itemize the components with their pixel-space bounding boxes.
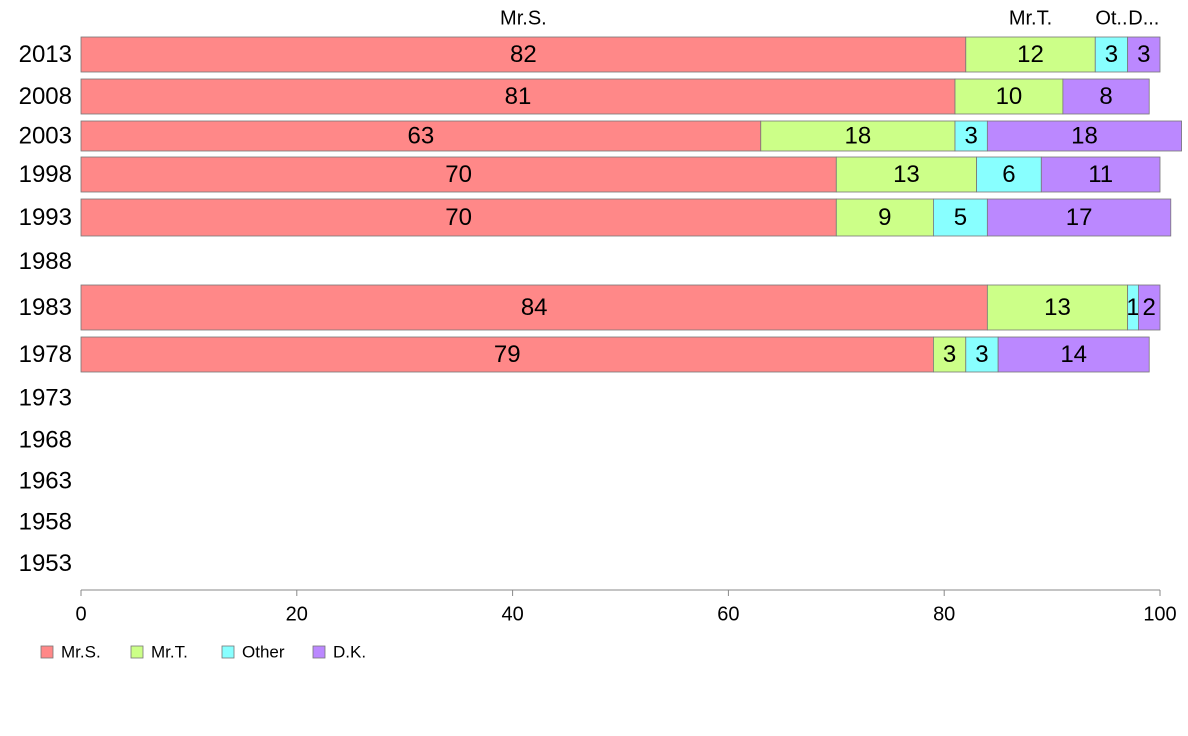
- legend-swatch-dk: [312, 645, 326, 659]
- category-label-1993: 1993: [19, 204, 72, 231]
- legend-swatch-mrs: [40, 645, 54, 659]
- bar-1978-mrt: [933, 336, 967, 373]
- bar-1998-mrs: [80, 156, 837, 193]
- bar-2003-mrt: [760, 120, 956, 152]
- data-label-2003-dk: 18: [1071, 122, 1098, 149]
- top-label-1: Mr.T.: [1009, 7, 1052, 29]
- x-tick-label-0: 0: [75, 603, 86, 625]
- bar-1993-other: [933, 198, 988, 237]
- bar-2003-other: [954, 120, 988, 152]
- legend-label-dk: D.K.: [333, 642, 366, 661]
- x-tick-label-20: 20: [286, 603, 308, 625]
- data-label-1998-mrs: 70: [445, 161, 472, 188]
- data-label-1993-dk: 17: [1066, 204, 1093, 231]
- legend-swatch-other: [221, 645, 235, 659]
- bar-1978-other: [965, 336, 999, 373]
- bar-1993-mrs: [80, 198, 837, 237]
- data-label-1998-mrt: 13: [893, 161, 920, 188]
- legend-label-mrt: Mr.T.: [151, 642, 188, 661]
- data-label-1978-mrt: 3: [943, 341, 956, 368]
- x-tick-label-100: 100: [1143, 603, 1176, 625]
- bar-1983-mrs: [80, 284, 988, 331]
- category-label-1953: 1953: [19, 550, 72, 577]
- x-tick-label-60: 60: [717, 603, 739, 625]
- bar-1993-mrt: [835, 198, 934, 237]
- category-label-1968: 1968: [19, 426, 72, 453]
- bar-1993-dk: [986, 198, 1172, 237]
- data-label-1978-mrs: 79: [494, 341, 521, 368]
- data-label-2013-other: 3: [1105, 41, 1118, 68]
- data-label-1978-dk: 14: [1060, 341, 1087, 368]
- bar-2013-dk: [1127, 36, 1161, 73]
- bar-1978-dk: [997, 336, 1150, 373]
- category-label-2008: 2008: [19, 83, 72, 110]
- category-label-1958: 1958: [19, 508, 72, 535]
- data-label-2013-mrt: 12: [1017, 41, 1044, 68]
- bar-1983-dk: [1138, 284, 1161, 331]
- legend-label-mrs: Mr.S.: [61, 642, 101, 661]
- bar-2008-mrt: [954, 78, 1064, 115]
- data-label-2013-dk: 3: [1137, 41, 1150, 68]
- category-label-2003: 2003: [19, 122, 72, 149]
- data-label-2008-mrt: 10: [996, 83, 1023, 110]
- bar-1983-mrt: [986, 284, 1129, 331]
- data-label-2008-dk: 8: [1099, 83, 1112, 110]
- bar-2003-mrs: [80, 120, 762, 152]
- top-label-0: Mr.S.: [500, 7, 547, 29]
- legend-swatch-mrt: [130, 645, 144, 659]
- category-label-1983: 1983: [19, 294, 72, 321]
- category-label-1973: 1973: [19, 384, 72, 411]
- bar-2008-mrs: [80, 78, 956, 115]
- category-label-2013: 2013: [19, 41, 72, 68]
- bar-1998-other: [976, 156, 1042, 193]
- bar-1978-mrs: [80, 336, 934, 373]
- data-label-2003-mrs: 63: [408, 122, 435, 149]
- bar-2008-dk: [1062, 78, 1150, 115]
- legend-label-other: Other: [242, 642, 285, 661]
- data-label-1983-mrs: 84: [521, 294, 548, 321]
- top-label-3: D...: [1128, 7, 1159, 29]
- category-label-1963: 1963: [19, 467, 72, 494]
- x-tick-label-40: 40: [501, 603, 523, 625]
- data-label-2003-mrt: 18: [845, 122, 872, 149]
- data-label-1998-dk: 11: [1088, 161, 1113, 188]
- data-label-2008-mrs: 81: [505, 83, 532, 110]
- data-label-1983-other: 1: [1126, 294, 1139, 321]
- category-label-1978: 1978: [19, 341, 72, 368]
- x-tick-label-80: 80: [933, 603, 955, 625]
- data-label-1993-mrs: 70: [445, 204, 472, 231]
- top-label-2: Ot..: [1095, 7, 1127, 29]
- bar-2003-dk: [986, 120, 1182, 152]
- data-label-1993-mrt: 9: [878, 204, 891, 231]
- data-label-1983-mrt: 13: [1044, 294, 1071, 321]
- category-label-1988: 1988: [19, 248, 72, 275]
- data-label-1978-other: 3: [975, 341, 988, 368]
- data-label-1983-dk: 2: [1143, 294, 1156, 321]
- category-label-1998: 1998: [19, 161, 72, 188]
- data-label-2013-mrs: 82: [510, 41, 537, 68]
- data-label-1998-other: 6: [1002, 161, 1015, 188]
- bar-1998-dk: [1040, 156, 1161, 193]
- bar-1998-mrt: [835, 156, 977, 193]
- bar-2013-mrt: [965, 36, 1096, 73]
- bar-2013-other: [1094, 36, 1129, 73]
- data-label-2003-other: 3: [964, 122, 977, 149]
- data-label-1993-other: 5: [954, 204, 967, 231]
- bar-2013-mrs: [80, 36, 967, 73]
